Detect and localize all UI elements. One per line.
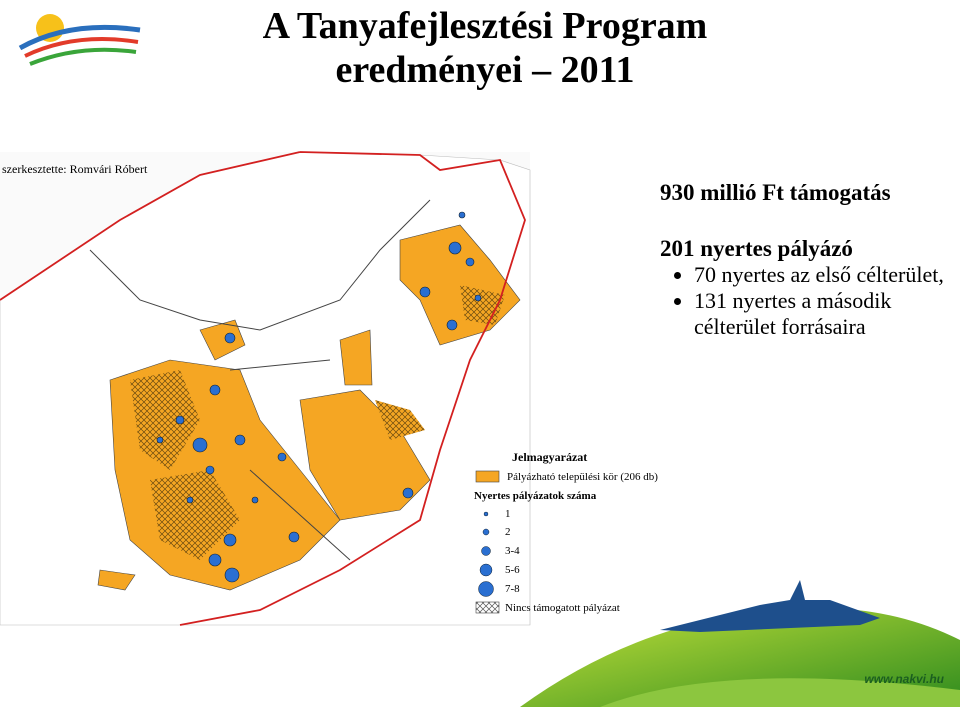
title-line: A Tanyafejlesztési Program	[262, 5, 708, 47]
legend-item: 7-8	[505, 583, 520, 595]
bullet: 70 nyertes az első célterület,	[694, 262, 950, 288]
legend-item: 2	[505, 526, 511, 538]
footer-url: www.nakvi.hu	[864, 672, 944, 686]
winners: 201 nyertes pályázó	[660, 236, 853, 261]
legend-item: Pályázható települési kör (206 db)	[507, 471, 658, 483]
title-line: eredményei – 2011	[335, 49, 635, 91]
legend-title: Jelmagyarázat	[512, 450, 588, 464]
logo	[18, 14, 141, 66]
summary: 930 millió Ft támogatás 201 nyertes pály…	[660, 180, 950, 340]
bullet-list: 70 nyertes az első célterület, 131 nyert…	[660, 262, 950, 340]
hills	[520, 580, 960, 707]
legend-subtitle: Nyertes pályázatok száma	[474, 490, 597, 502]
legend-item: 3-4	[505, 545, 520, 557]
bullet: 131 nyertes a második célterület forrása…	[694, 288, 950, 340]
legend-item: 5-6	[505, 564, 520, 576]
title: A Tanyafejlesztési Program eredményei – …	[200, 4, 770, 92]
legend-box	[475, 470, 500, 614]
map	[0, 151, 531, 626]
support: 930 millió Ft támogatás	[660, 180, 891, 205]
legend-item: 1	[505, 508, 511, 520]
map-credit: szerkesztette: Romvári Róbert	[2, 162, 148, 176]
legend-item: Nincs támogatott pályázat	[505, 602, 620, 614]
